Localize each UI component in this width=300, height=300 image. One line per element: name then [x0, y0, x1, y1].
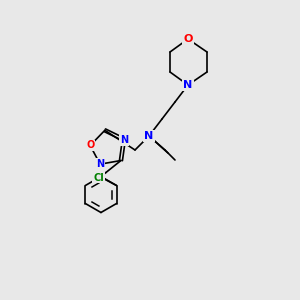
Text: N: N — [144, 131, 154, 141]
Text: O: O — [86, 140, 94, 151]
Text: Cl: Cl — [93, 172, 104, 182]
Text: N: N — [96, 159, 104, 169]
Text: N: N — [183, 80, 193, 90]
Text: O: O — [183, 34, 193, 44]
Text: N: N — [120, 134, 128, 145]
